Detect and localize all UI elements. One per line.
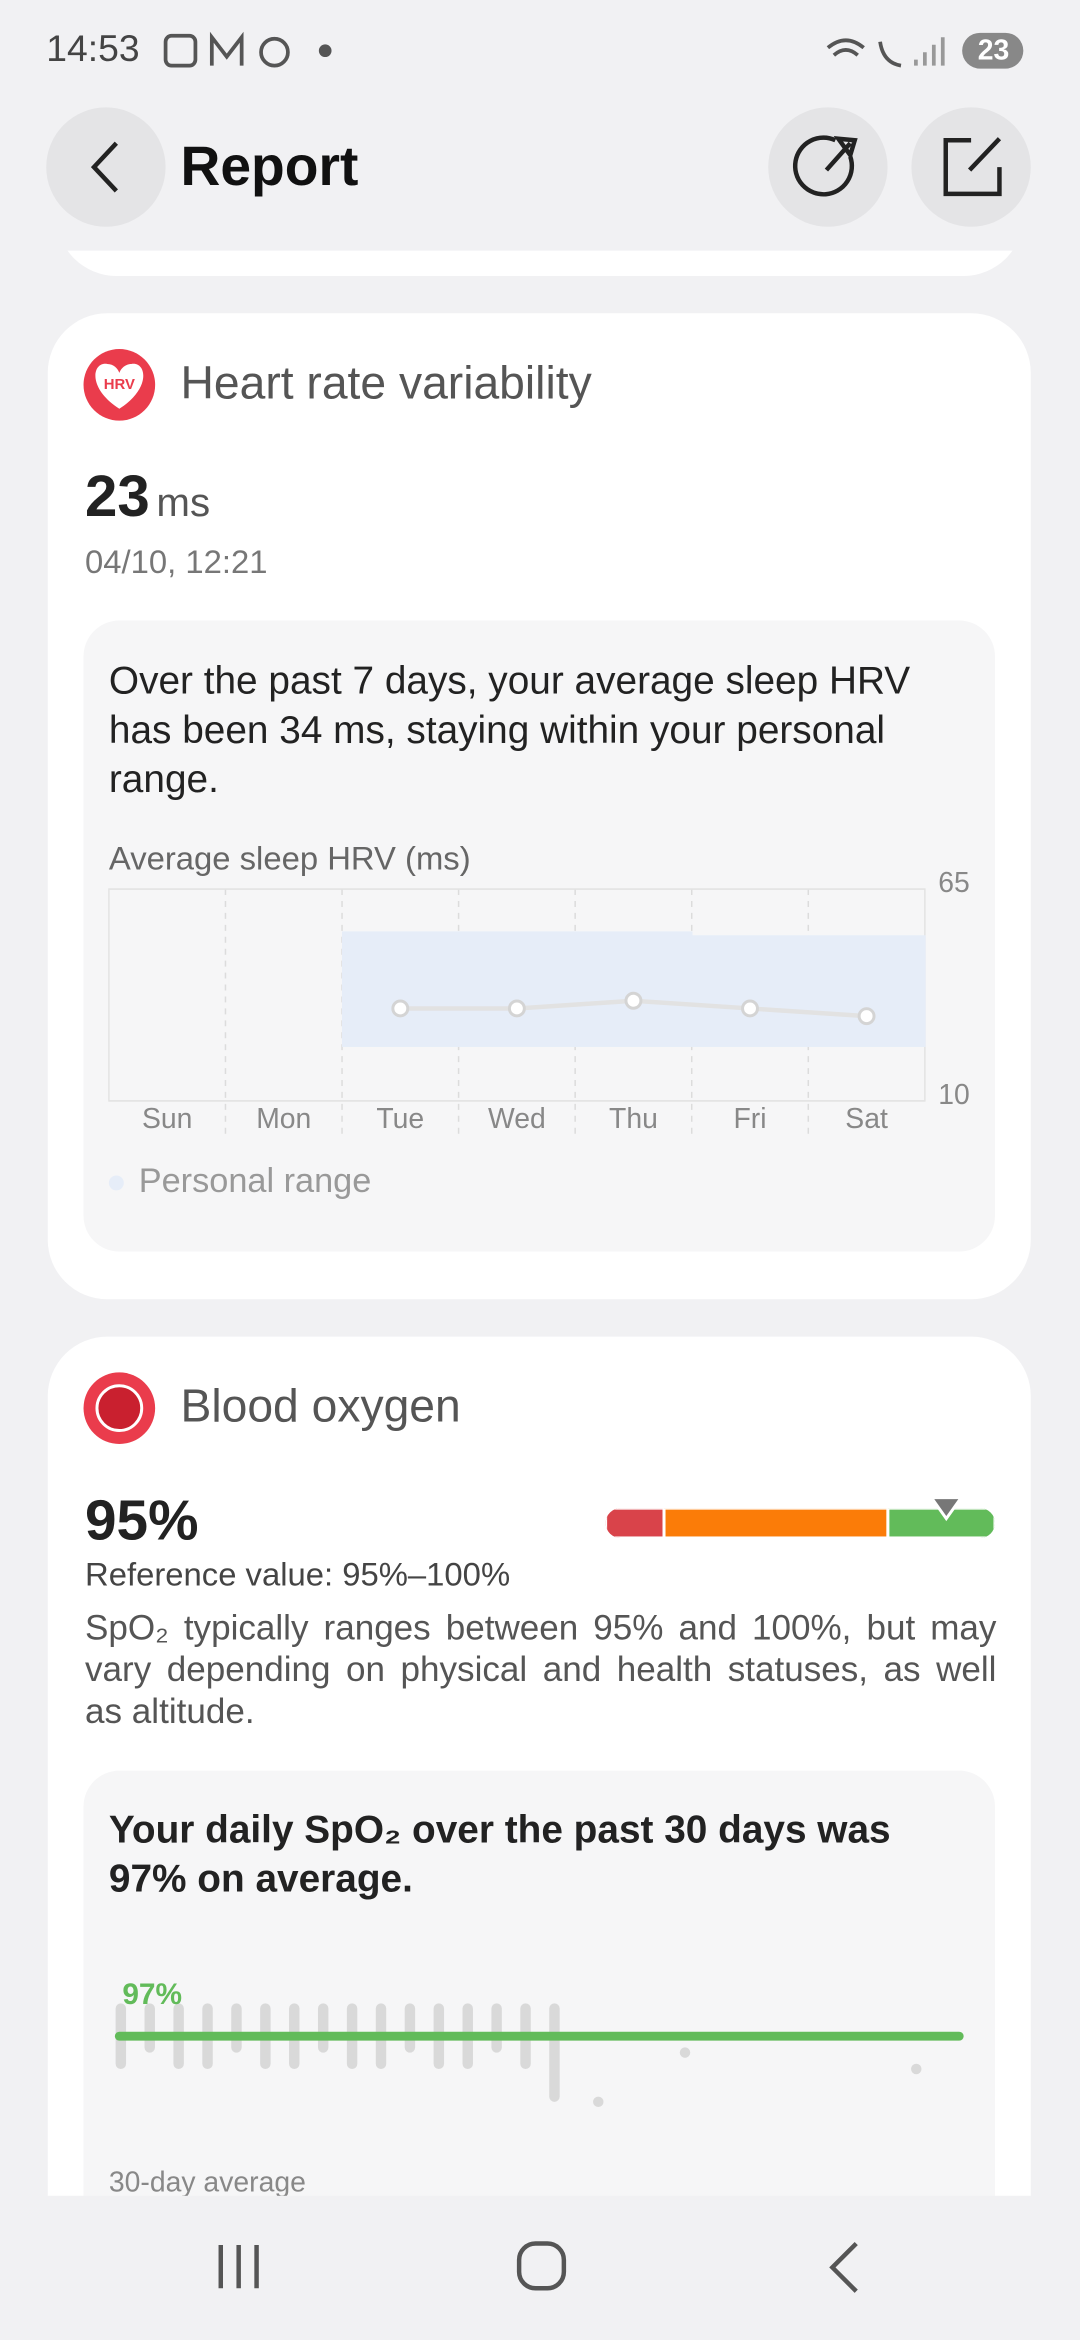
hrv-value: 23 xyxy=(85,465,150,530)
range-band xyxy=(458,931,576,1047)
status-icons xyxy=(163,31,945,68)
hrv-reading: 23 ms xyxy=(85,465,210,531)
page-title: Report xyxy=(180,135,359,197)
hrv-timestamp: 04/10, 12:21 xyxy=(85,542,268,581)
spo2-gauge xyxy=(605,1496,995,1538)
hrv-icon-label: HRV xyxy=(104,377,135,393)
hrv-point xyxy=(507,999,526,1018)
spo2-bar xyxy=(404,2003,416,2053)
edit-icon xyxy=(943,137,1002,197)
spo2-reference: Reference value: 95%–100% xyxy=(85,1555,511,1594)
spo2-bar xyxy=(231,2003,242,2053)
spo2-chart-footer: 30-day average xyxy=(108,2167,306,2199)
y-tick-label: 10 xyxy=(938,1079,970,1111)
hrv-point xyxy=(391,999,410,1018)
spo2-point xyxy=(679,2047,691,2058)
spo2-title: Blood oxygen xyxy=(180,1379,461,1433)
nav-icons xyxy=(218,2241,858,2293)
gauge-segment xyxy=(605,1508,666,1538)
spo2-summary: Your daily SpO₂ over the past 30 days wa… xyxy=(108,1806,891,1901)
spo2-bar xyxy=(317,2003,329,2053)
legend-label: Personal range xyxy=(139,1162,372,1200)
spo2-point xyxy=(911,2063,922,2075)
x-tick-label: Fri xyxy=(733,1103,766,1135)
gauge-segment xyxy=(662,1508,890,1538)
back-button[interactable] xyxy=(46,107,166,227)
hrv-unit: ms xyxy=(156,480,211,526)
hrv-chart-title: Average sleep HRV (ms) xyxy=(108,839,471,878)
legend-swatch xyxy=(108,1175,124,1191)
x-tick-label: Sun xyxy=(142,1103,192,1135)
hrv-point xyxy=(741,999,759,1018)
spo2-bar xyxy=(491,2003,502,2053)
spo2-bar xyxy=(549,2003,560,2102)
spo2-value: 95% xyxy=(85,1490,199,1553)
hrv-summary: Over the past 7 days, your average sleep… xyxy=(108,657,911,802)
nav-bar xyxy=(0,2195,1080,2340)
range-band xyxy=(808,935,926,1047)
y-tick-label: 65 xyxy=(938,867,970,899)
x-tick-label: Sat xyxy=(845,1103,888,1135)
range-band xyxy=(575,931,693,1047)
range-band xyxy=(342,931,460,1047)
status-time: 14:53 xyxy=(46,28,140,71)
gauge-marker xyxy=(928,1496,965,1522)
spo2-description: SpO₂ typically ranges between 95% and 10… xyxy=(85,1608,997,1731)
header-bg xyxy=(0,0,1080,251)
share-icon xyxy=(792,135,855,197)
x-tick-label: Wed xyxy=(488,1103,546,1135)
back-icon xyxy=(90,141,118,193)
hrv-title: Heart rate variability xyxy=(180,356,592,409)
hrv-point xyxy=(624,991,643,1010)
battery xyxy=(962,32,1024,69)
battery-level: 23 xyxy=(978,35,1010,67)
spo2-point xyxy=(593,2096,604,2108)
x-tick-label: Mon xyxy=(256,1103,311,1135)
range-band xyxy=(691,935,810,1047)
hrv-chart: 10 65 Sun Mon Tue Wed Thu Fri Sat Personal range xyxy=(108,867,970,1200)
hrv-point xyxy=(857,1007,876,1026)
spo2-chart: 97% xyxy=(114,1978,964,2108)
average-label: 97% xyxy=(122,1978,182,2011)
x-tick-label: Thu xyxy=(609,1103,658,1135)
x-tick-label: Tue xyxy=(376,1103,424,1135)
